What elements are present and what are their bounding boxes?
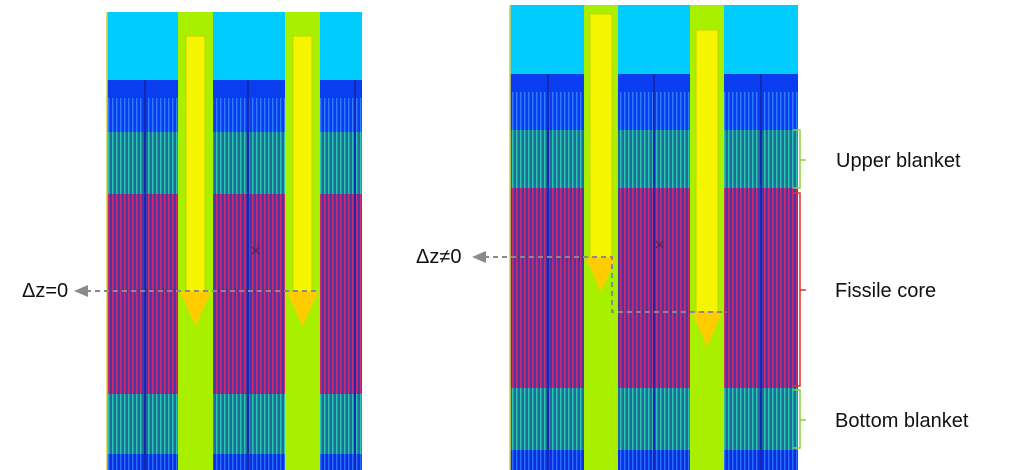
left-delta-arrowhead	[74, 285, 88, 297]
right-center-marker	[655, 240, 664, 249]
left-core-assembly	[74, 12, 362, 470]
left-control-rod-2	[292, 35, 313, 293]
left-center-marker	[251, 246, 260, 255]
bottom-blanket-label: Bottom blanket	[835, 410, 969, 432]
left-top-coolant	[107, 12, 362, 80]
right-top-coolant	[510, 5, 798, 74]
right-delta-label: Δz≠0	[416, 246, 462, 268]
left-delta-label: Δz=0	[22, 280, 69, 302]
right-control-rod-1	[589, 13, 613, 259]
right-rod-1-arrowhead	[586, 258, 616, 292]
region-brackets	[793, 129, 806, 449]
left-rod-2-arrowhead	[287, 292, 318, 326]
right-core-assembly	[472, 5, 798, 470]
left-control-rod-1	[185, 35, 206, 293]
fissile-core-label: Fissile core	[835, 280, 937, 302]
right-delta-arrowhead	[472, 251, 486, 263]
right-control-rod-2	[695, 29, 719, 313]
left-assembly-dividers	[144, 80, 356, 470]
right-delta-dashed-line	[484, 256, 727, 313]
right-rod-2-arrowhead	[692, 312, 722, 347]
upper-blanket-label: Upper blanket	[836, 150, 961, 172]
right-assembly-dividers	[547, 74, 762, 470]
bottom-blanket-bracket	[793, 389, 801, 449]
upper-blanket-bracket	[793, 129, 801, 189]
left-rod-1-arrowhead	[180, 292, 211, 326]
